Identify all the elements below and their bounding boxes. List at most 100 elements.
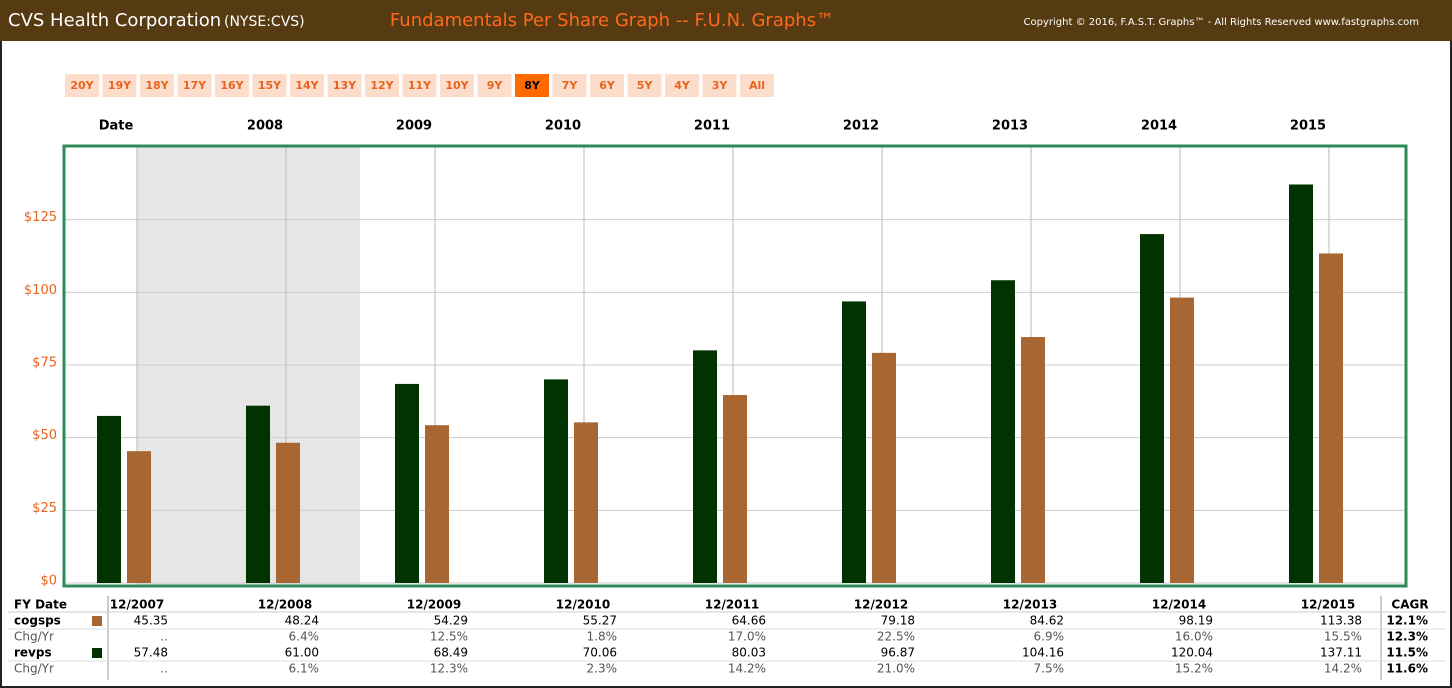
year-label: 2011	[694, 119, 730, 134]
bar	[544, 379, 568, 583]
y-tick-label: $125	[24, 210, 57, 225]
bar	[1021, 337, 1045, 583]
change-cell: 6.1%	[289, 662, 320, 676]
range-label[interactable]: 16Y	[220, 79, 244, 92]
cagr-change-cell: 11.6%	[1386, 662, 1428, 676]
range-button[interactable]	[65, 74, 99, 97]
range-button[interactable]	[252, 74, 287, 97]
range-label[interactable]: 6Y	[599, 79, 616, 92]
range-label[interactable]: 13Y	[333, 79, 357, 92]
bar	[395, 383, 419, 583]
company: CVS Health Corporation	[8, 10, 221, 31]
header-bar	[0, 0, 1452, 41]
range-label[interactable]: 18Y	[145, 79, 169, 92]
bar	[1319, 253, 1343, 583]
range-button[interactable]	[140, 74, 174, 97]
category-label: 12/2012	[854, 598, 908, 612]
series-name: cogsps	[14, 614, 61, 628]
range-button[interactable]	[102, 74, 137, 97]
value-cell: 80.03	[732, 646, 766, 660]
bar	[1289, 184, 1313, 584]
change-cell: 15.2%	[1175, 662, 1213, 676]
range-label[interactable]: 3Y	[712, 79, 729, 92]
range-button[interactable]	[365, 74, 399, 97]
range-label[interactable]: 14Y	[295, 79, 319, 92]
bar	[425, 425, 449, 583]
range-label[interactable]: 12Y	[370, 79, 394, 92]
range-label[interactable]: 11Y	[408, 79, 432, 92]
y-tick-label: $50	[32, 428, 57, 443]
year-label: 2014	[1141, 119, 1177, 134]
value-cell: 48.24	[285, 614, 319, 628]
range-label[interactable]: 15Y	[258, 79, 282, 92]
range-label[interactable]: 8Y	[524, 79, 541, 92]
change-cell: 15.5%	[1324, 630, 1362, 644]
bar	[991, 280, 1015, 583]
range-label[interactable]: 7Y	[562, 79, 579, 92]
range-button[interactable]	[552, 74, 587, 97]
bar	[872, 352, 896, 583]
range-button[interactable]	[515, 74, 549, 97]
range-button[interactable]	[740, 74, 774, 97]
range-button[interactable]	[627, 74, 662, 97]
category-label: 12/2013	[1003, 598, 1057, 612]
bar	[1170, 297, 1194, 583]
value-cell: 96.87	[881, 646, 915, 660]
year-label: 2010	[545, 119, 581, 134]
y-tick-label: $75	[32, 356, 57, 371]
bar	[127, 451, 151, 583]
value-cell: 113.38	[1320, 614, 1362, 628]
change-cell: 6.9%	[1034, 630, 1065, 644]
range-button[interactable]	[440, 74, 474, 97]
bar	[276, 442, 300, 583]
range-label[interactable]: 5Y	[637, 79, 654, 92]
category-label: 12/2010	[556, 598, 610, 612]
range-button[interactable]	[702, 74, 737, 97]
range-label[interactable]: 19Y	[108, 79, 132, 92]
change-cell: 21.0%	[877, 662, 915, 676]
year-label: 2015	[1290, 119, 1326, 134]
range-button[interactable]	[290, 74, 324, 97]
range-button[interactable]	[665, 74, 699, 97]
ticker: (NYSE:CVS)	[224, 14, 305, 30]
cagr-cell: 12.1%	[1386, 614, 1428, 628]
legend-swatch	[92, 616, 102, 626]
bar	[97, 415, 121, 583]
cagr-header: CAGR	[1391, 598, 1428, 612]
value-cell: 55.27	[583, 614, 617, 628]
change-cell: 16.0%	[1175, 630, 1213, 644]
category-label: 12/2014	[1152, 598, 1206, 612]
category-label: 12/2009	[407, 598, 461, 612]
change-cell: 17.0%	[728, 630, 766, 644]
value-cell: 104.16	[1022, 646, 1064, 660]
range-label[interactable]: 4Y	[674, 79, 691, 92]
change-cell: 12.5%	[430, 630, 468, 644]
range-label[interactable]: 20Y	[70, 79, 94, 92]
value-cell: 64.66	[732, 614, 766, 628]
range-label[interactable]: 10Y	[445, 79, 469, 92]
bar	[693, 350, 717, 583]
change-cell: 7.5%	[1034, 662, 1065, 676]
range-label[interactable]: 9Y	[487, 79, 504, 92]
change-cell: ..	[160, 662, 168, 676]
range-button[interactable]	[327, 74, 362, 97]
category-label: 12/2015	[1301, 598, 1355, 612]
chart-title: Fundamentals Per Share Graph -- F.U.N. G…	[390, 10, 834, 31]
range-label[interactable]: All	[749, 79, 765, 92]
cagr-change-cell: 12.3%	[1386, 630, 1428, 644]
range-button[interactable]	[402, 74, 437, 97]
range-button[interactable]	[177, 74, 212, 97]
y-tick-label: $100	[24, 283, 57, 298]
year-label: 2012	[843, 119, 879, 134]
change-cell: 6.4%	[289, 630, 320, 644]
value-cell: 79.18	[881, 614, 915, 628]
value-cell: 45.35	[134, 614, 168, 628]
legend-swatch	[92, 648, 102, 658]
range-button[interactable]	[477, 74, 512, 97]
change-cell: 14.2%	[728, 662, 766, 676]
range-label[interactable]: 17Y	[183, 79, 207, 92]
range-button[interactable]	[590, 74, 624, 97]
year-label: Date	[99, 119, 134, 134]
range-button[interactable]	[215, 74, 249, 97]
copyright: Copyright © 2016, F.A.S.T. Graphs™ - All…	[1024, 17, 1419, 28]
